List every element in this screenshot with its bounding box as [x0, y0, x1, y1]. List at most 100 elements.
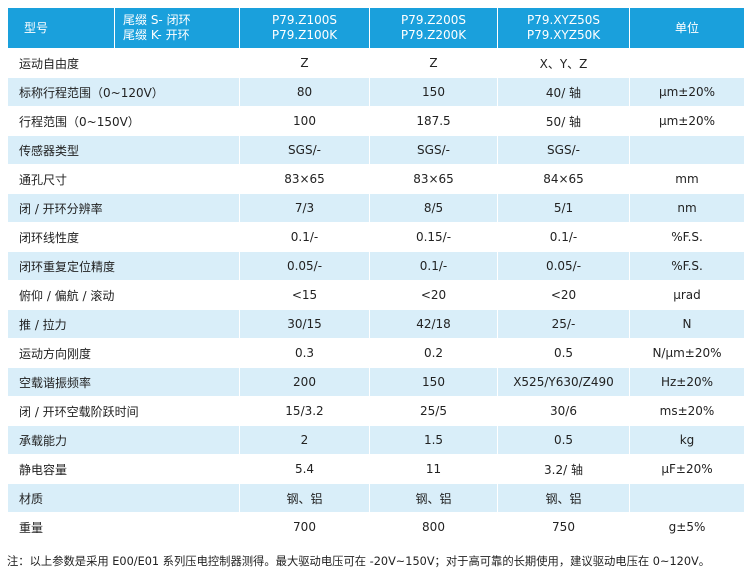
- unit-cell: kg: [629, 425, 745, 455]
- model-name-closed: P79.Z100S: [271, 13, 338, 27]
- value-cell: 5.4: [239, 454, 370, 484]
- table-row: 运动方向刚度 0.3 0.2 0.5 N/μm±20%: [7, 338, 745, 368]
- value-cell: 11: [369, 454, 498, 484]
- unit-cell: μF±20%: [629, 454, 745, 484]
- table-row: 重量 700 800 750 g±5%: [7, 512, 745, 542]
- unit-cell: [629, 48, 745, 78]
- model-name-open: P79.Z200K: [400, 28, 467, 42]
- unit-cell: ms±20%: [629, 396, 745, 426]
- model-name-closed: P79.XYZ50S: [527, 13, 600, 27]
- value-cell: 83×65: [369, 164, 498, 194]
- value-cell: SGS/-: [369, 135, 498, 165]
- unit-cell: μm±20%: [629, 106, 745, 136]
- value-cell: 7/3: [239, 193, 370, 223]
- table-row: 空载谐振频率 200 150 X525/Y630/Z490 Hz±20%: [7, 367, 745, 397]
- unit-cell: [629, 483, 745, 513]
- value-cell: 30/6: [497, 396, 630, 426]
- value-cell: 0.1/-: [239, 222, 370, 252]
- suffix-closed-loop: 尾缀 S- 闭环: [123, 13, 191, 27]
- value-cell: 0.1/-: [369, 251, 498, 281]
- table-row: 闭 / 开环分辨率 7/3 8/5 5/1 nm: [7, 193, 745, 223]
- suffix-header: 尾缀 S- 闭环 尾缀 K- 开环: [114, 7, 240, 49]
- unit-cell: μm±20%: [629, 77, 745, 107]
- value-cell: 钢、铝: [239, 483, 370, 513]
- table-row: 运动自由度 Z Z X、Y、Z: [7, 48, 745, 78]
- param-name-cell: 空载谐振频率: [7, 367, 240, 397]
- value-cell: 0.5: [497, 425, 630, 455]
- value-cell: 84×65: [497, 164, 630, 194]
- unit-cell: N/μm±20%: [629, 338, 745, 368]
- table-row: 闭环线性度 0.1/- 0.15/- 0.1/- %F.S.: [7, 222, 745, 252]
- table-row: 传感器类型 SGS/- SGS/- SGS/-: [7, 135, 745, 165]
- unit-cell: μrad: [629, 280, 745, 310]
- unit-cell: %F.S.: [629, 222, 745, 252]
- param-name-cell: 传感器类型: [7, 135, 240, 165]
- spec-table-body: 运动自由度 Z Z X、Y、Z 标称行程范围（0~120V） 80 150 40/ 轴 μm±2…: [7, 48, 745, 542]
- param-name-cell: 运动自由度: [7, 48, 240, 78]
- unit-cell: %F.S.: [629, 251, 745, 281]
- param-name-cell: 闭 / 开环空载阶跃时间: [7, 396, 240, 426]
- value-cell: 15/3.2: [239, 396, 370, 426]
- value-cell: <20: [497, 280, 630, 310]
- suffix-open-loop: 尾缀 K- 开环: [123, 28, 190, 42]
- value-cell: 0.1/-: [497, 222, 630, 252]
- param-name-cell: 静电容量: [7, 454, 240, 484]
- unit-cell: N: [629, 309, 745, 339]
- value-cell: 钢、铝: [369, 483, 498, 513]
- value-cell: X、Y、Z: [497, 48, 630, 78]
- table-row: 闭 / 开环空载阶跃时间 15/3.2 25/5 30/6 ms±20%: [7, 396, 745, 426]
- table-row: 闭环重复定位精度 0.05/- 0.1/- 0.05/- %F.S.: [7, 251, 745, 281]
- value-cell: 8/5: [369, 193, 498, 223]
- value-cell: 1.5: [369, 425, 498, 455]
- model-column-header: P79.Z100S P79.Z100K: [239, 7, 370, 49]
- value-cell: 钢、铝: [497, 483, 630, 513]
- value-cell: 25/-: [497, 309, 630, 339]
- footnote: 注：以上参数是采用 E00/E01 系列压电控制器测得。最大驱动电压可在 -20…: [7, 555, 711, 568]
- value-cell: 3.2/ 轴: [497, 454, 630, 484]
- param-name-cell: 闭 / 开环分辨率: [7, 193, 240, 223]
- table-row: 通孔尺寸 83×65 83×65 84×65 mm: [7, 164, 745, 194]
- param-name-cell: 俯仰 / 偏航 / 滚动: [7, 280, 240, 310]
- value-cell: SGS/-: [497, 135, 630, 165]
- value-cell: 150: [369, 367, 498, 397]
- param-name-cell: 运动方向刚度: [7, 338, 240, 368]
- value-cell: 0.2: [369, 338, 498, 368]
- value-cell: 800: [369, 512, 498, 542]
- param-name-cell: 闭环重复定位精度: [7, 251, 240, 281]
- value-cell: 700: [239, 512, 370, 542]
- value-cell: 0.05/-: [497, 251, 630, 281]
- value-cell: SGS/-: [239, 135, 370, 165]
- model-column-header: P79.XYZ50S P79.XYZ50K: [497, 7, 630, 49]
- model-header: 型号: [7, 7, 115, 49]
- value-cell: <15: [239, 280, 370, 310]
- value-cell: 200: [239, 367, 370, 397]
- table-row: 静电容量 5.4 11 3.2/ 轴 μF±20%: [7, 454, 745, 484]
- param-name-cell: 标称行程范围（0~120V）: [7, 77, 240, 107]
- value-cell: 30/15: [239, 309, 370, 339]
- value-cell: 25/5: [369, 396, 498, 426]
- model-column-header: P79.Z200S P79.Z200K: [369, 7, 498, 49]
- param-name-cell: 材质: [7, 483, 240, 513]
- value-cell: 0.05/-: [239, 251, 370, 281]
- unit-cell: g±5%: [629, 512, 745, 542]
- value-cell: 2: [239, 425, 370, 455]
- table-row: 行程范围（0~150V） 100 187.5 50/ 轴 μm±20%: [7, 106, 745, 136]
- unit-header: 单位: [629, 7, 745, 49]
- table-row: 标称行程范围（0~120V） 80 150 40/ 轴 μm±20%: [7, 77, 745, 107]
- value-cell: 187.5: [369, 106, 498, 136]
- value-cell: 0.15/-: [369, 222, 498, 252]
- value-cell: 80: [239, 77, 370, 107]
- spec-table: 型号 尾缀 S- 闭环 尾缀 K- 开环 P79.Z100S P79.Z100K…: [7, 7, 745, 542]
- table-row: 材质 钢、铝 钢、铝 钢、铝: [7, 483, 745, 513]
- value-cell: 42/18: [369, 309, 498, 339]
- value-cell: 83×65: [239, 164, 370, 194]
- table-row: 俯仰 / 偏航 / 滚动 <15 <20 <20 μrad: [7, 280, 745, 310]
- param-name-cell: 行程范围（0~150V）: [7, 106, 240, 136]
- value-cell: 750: [497, 512, 630, 542]
- unit-cell: mm: [629, 164, 745, 194]
- model-name-closed: P79.Z200S: [400, 13, 467, 27]
- table-row: 承载能力 2 1.5 0.5 kg: [7, 425, 745, 455]
- table-row: 推 / 拉力 30/15 42/18 25/- N: [7, 309, 745, 339]
- param-name-cell: 承载能力: [7, 425, 240, 455]
